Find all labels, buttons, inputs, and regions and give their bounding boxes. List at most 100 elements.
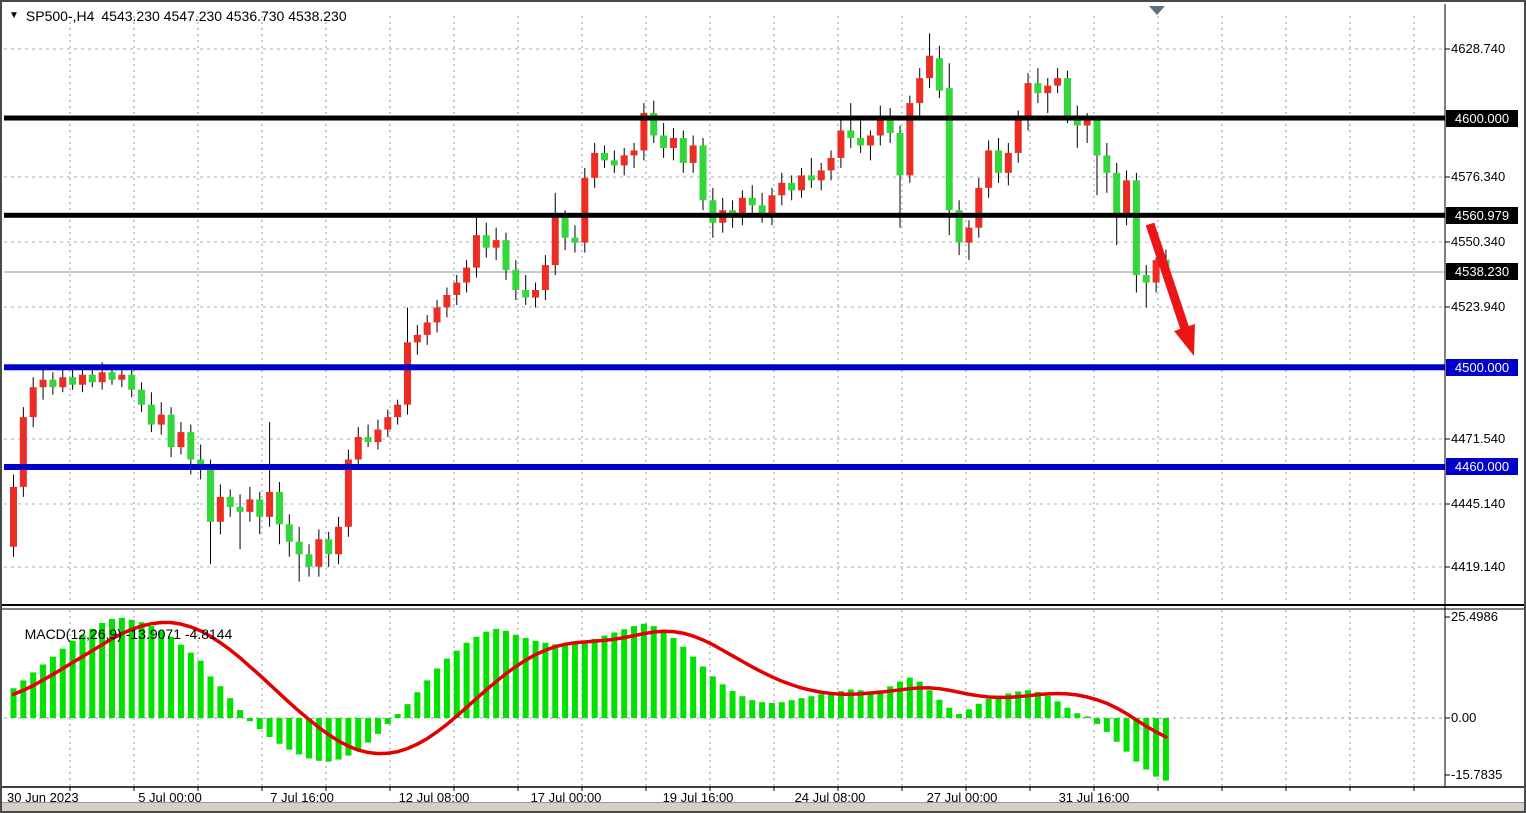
macd-histogram-bar: [384, 718, 391, 724]
time-axis-label: 27 Jul 00:00: [926, 790, 998, 805]
macd-histogram-bar: [788, 700, 795, 718]
macd-histogram-bar: [424, 680, 431, 718]
candle-body: [453, 282, 461, 295]
candle-body: [512, 270, 520, 291]
dropdown-triangle-icon[interactable]: ▼: [9, 10, 19, 21]
candle-body: [157, 414, 165, 425]
macd-histogram-bar: [670, 637, 677, 718]
candle-body: [798, 175, 805, 191]
candle-body: [49, 379, 57, 388]
candle-body: [906, 103, 914, 176]
candle-body: [10, 486, 17, 547]
macd-histogram-bar: [700, 666, 706, 718]
macd-histogram-bar: [601, 635, 608, 718]
macd-histogram-bar: [335, 718, 342, 760]
horizontal-line-object[interactable]: [4, 212, 1445, 218]
macd-histogram-bar: [739, 696, 746, 718]
candle-body: [256, 499, 264, 517]
time-axis-label: 12 Jul 08:00: [398, 790, 470, 805]
macd-histogram-bar: [660, 630, 667, 718]
horizontal-line-object[interactable]: [4, 463, 1445, 470]
time-axis-label: 7 Jul 16:00: [270, 790, 334, 805]
candle-body: [364, 437, 372, 443]
candle-body: [433, 307, 441, 323]
macd-histogram-bar: [49, 656, 56, 718]
candle-body: [601, 152, 608, 161]
candle-body: [197, 459, 205, 467]
candle-body: [1152, 260, 1160, 283]
candle-body: [1014, 120, 1022, 153]
candle-body: [1034, 83, 1042, 94]
macd-histogram-bar: [59, 648, 66, 718]
macd-histogram-bar: [1123, 718, 1130, 752]
horizontal-line-object[interactable]: [4, 115, 1445, 121]
down-arrow-head[interactable]: [1174, 324, 1195, 356]
candle-body: [1004, 152, 1012, 173]
macd-indicator-label: MACD(12,26,9) -13.9071 -4.8144: [9, 610, 233, 658]
macd-histogram-bar: [946, 707, 953, 718]
macd-histogram-bar: [1025, 690, 1032, 718]
candle-body: [413, 334, 421, 343]
candle-body: [610, 160, 618, 166]
macd-histogram-bar: [542, 642, 549, 718]
candle-body: [837, 130, 845, 158]
macd-histogram-bar: [906, 677, 913, 718]
macd-histogram-bar: [749, 700, 756, 718]
candle-body: [1083, 120, 1091, 126]
macd-histogram-bar: [483, 631, 490, 718]
candle-body: [689, 145, 697, 163]
candle-body: [29, 387, 37, 418]
macd-histogram-bar: [857, 690, 864, 718]
macd-histogram-bar: [187, 652, 194, 718]
candle-body: [177, 432, 185, 448]
candle-body: [463, 267, 471, 283]
macd-histogram-bar: [680, 646, 687, 718]
candle-body: [1044, 85, 1052, 94]
macd-histogram-bar: [266, 718, 273, 738]
candle-body: [295, 541, 303, 555]
candle-body: [98, 372, 106, 383]
macd-histogram-bar: [887, 686, 894, 718]
macd-histogram-bar: [463, 642, 470, 718]
horizontal-line-object[interactable]: [4, 364, 1445, 371]
candle-body: [315, 539, 323, 567]
macd-histogram-bar: [1074, 713, 1081, 718]
candle-body: [817, 170, 825, 181]
candle-body: [1142, 275, 1150, 283]
candle-body: [1093, 120, 1101, 156]
macd-histogram-bar: [926, 690, 933, 718]
macd-histogram-bar: [581, 641, 588, 718]
candle-body: [975, 187, 983, 228]
candle-body: [827, 157, 835, 171]
candle-body: [640, 113, 648, 151]
macd-histogram-bar: [345, 718, 352, 756]
candle-body: [876, 118, 884, 136]
macd-histogram-bar: [709, 676, 716, 718]
macd-histogram-bar: [227, 698, 234, 718]
candle-body: [679, 137, 687, 163]
price-badge: 4538.230: [1446, 263, 1518, 281]
candle-body: [522, 290, 530, 298]
macd-histogram-bar: [276, 718, 283, 744]
macd-histogram-bar: [493, 628, 500, 718]
macd-histogram-bar: [1153, 718, 1160, 777]
macd-histogram-bar: [512, 634, 519, 718]
down-arrow-shaft[interactable]: [1145, 222, 1191, 335]
candle-body: [886, 118, 894, 133]
macd-histogram-bar: [434, 668, 441, 718]
candle-body: [916, 78, 924, 104]
candle-body: [532, 290, 540, 298]
macd-histogram-bar: [374, 718, 381, 734]
candle-body: [1063, 78, 1071, 116]
candle-body: [847, 130, 855, 138]
macd-histogram-bar: [40, 664, 47, 718]
candle-body: [768, 195, 776, 216]
candle-body: [995, 150, 1002, 173]
candle-body: [404, 342, 411, 405]
macd-histogram-bar: [867, 691, 874, 718]
chart-shift-marker-icon[interactable]: [1149, 6, 1165, 15]
candle-body: [502, 240, 510, 271]
candle-body: [305, 554, 313, 567]
macd-histogram-bar: [552, 644, 559, 718]
